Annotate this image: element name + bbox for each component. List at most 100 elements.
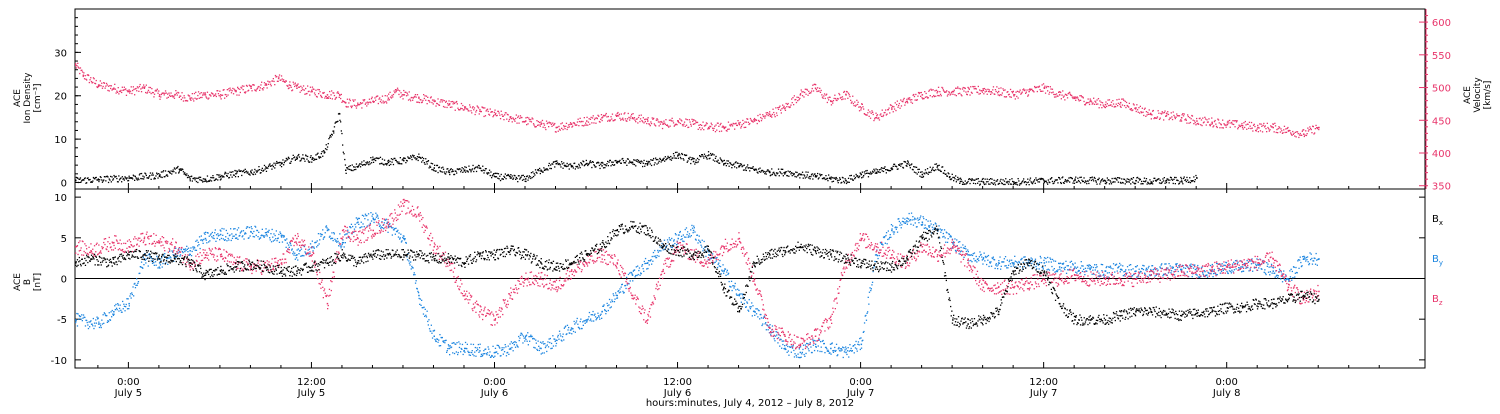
velocity-series-point	[103, 86, 104, 87]
velocity-series-point	[470, 110, 471, 111]
velocity-series-point	[402, 98, 403, 99]
density-series-point	[440, 171, 441, 172]
density-series-point	[734, 166, 735, 167]
density-series-point	[917, 173, 918, 174]
velocity-series-point	[617, 115, 619, 117]
density-series-point	[694, 163, 695, 164]
density-series-point	[219, 174, 220, 175]
velocity-series-point	[659, 125, 660, 126]
velocity-series-point	[86, 79, 87, 80]
by-series-point	[226, 240, 227, 241]
velocity-series-point	[568, 124, 569, 125]
by-series-point	[399, 238, 400, 239]
by-series-point	[447, 348, 448, 349]
density-series-point	[963, 182, 964, 183]
velocity-series-point	[1134, 104, 1135, 105]
density-series-point	[426, 161, 427, 162]
density-series-point	[413, 155, 414, 156]
velocity-series-point	[765, 115, 766, 116]
density-series-point	[216, 174, 217, 175]
velocity-series-point	[194, 98, 195, 99]
density-series-point	[536, 173, 537, 174]
by-series-point	[589, 320, 590, 321]
by-series-point	[821, 351, 822, 352]
by-series-point	[466, 348, 467, 349]
by-series-point	[101, 320, 102, 321]
velocity-series-point	[131, 93, 132, 94]
velocity-series-point	[494, 110, 495, 111]
by-series-point	[810, 342, 811, 343]
velocity-series-point	[812, 88, 813, 89]
velocity-series-point	[1000, 94, 1001, 95]
density-series-point	[1180, 181, 1181, 182]
density-series-point	[981, 181, 982, 182]
by-series-point	[499, 347, 500, 348]
density-series-point	[765, 171, 766, 172]
velocity-series-point	[899, 108, 900, 109]
velocity-series-point	[1261, 126, 1262, 127]
by-series-point	[607, 305, 608, 306]
velocity-series-point	[1109, 99, 1110, 100]
by-series-point	[108, 321, 109, 322]
velocity-series-point	[577, 121, 578, 122]
by-series-point	[378, 218, 379, 219]
velocity-series-point	[540, 124, 542, 126]
density-series-point	[1138, 182, 1139, 183]
density-series-point	[739, 165, 741, 167]
by-series-point	[581, 328, 582, 329]
velocity-series-point	[1002, 88, 1003, 89]
density-series-point	[918, 172, 919, 173]
density-series-point	[1077, 178, 1078, 179]
velocity-series-point	[1289, 130, 1290, 131]
by-series-point	[244, 233, 245, 234]
velocity-series-point	[744, 121, 745, 122]
density-series-point	[929, 172, 930, 173]
density-series-point	[92, 180, 93, 181]
velocity-series-point	[439, 105, 440, 106]
by-series-point	[576, 320, 577, 321]
by-series-point	[121, 312, 122, 313]
velocity-series-point	[274, 84, 275, 85]
velocity-series-point	[1162, 112, 1163, 113]
velocity-series-point	[707, 123, 708, 124]
density-series-point	[152, 173, 153, 174]
by-series-point	[319, 243, 320, 244]
velocity-series-point	[1095, 102, 1096, 103]
by-series-point	[645, 258, 646, 259]
velocity-series-point	[239, 89, 240, 90]
density-series-point	[122, 176, 123, 177]
velocity-series-point	[335, 99, 336, 100]
density-series-point	[532, 171, 533, 172]
by-series-point	[428, 319, 429, 320]
by-series-point	[736, 295, 737, 296]
density-series-point	[714, 161, 715, 162]
by-series-point	[375, 219, 376, 220]
by-series-point	[565, 326, 566, 327]
velocity-series-point	[698, 125, 699, 126]
density-series-point	[831, 177, 832, 178]
velocity-series-point	[1183, 115, 1184, 116]
by-series-point	[112, 310, 113, 311]
velocity-series-point	[80, 67, 81, 68]
density-series-point	[913, 166, 914, 167]
by-series-point	[392, 227, 393, 228]
density-series-point	[1189, 177, 1190, 178]
velocity-series-point	[648, 117, 649, 118]
density-series-point	[817, 173, 818, 174]
by-series-point	[151, 258, 152, 259]
velocity-series-point	[149, 92, 150, 93]
velocity-series-point	[628, 113, 629, 114]
by-series-point	[273, 240, 274, 241]
density-series-point	[759, 171, 760, 172]
by-series-point	[190, 247, 191, 248]
density-series-point	[157, 174, 158, 175]
density-series-point	[626, 160, 627, 161]
velocity-series-point	[1302, 131, 1303, 132]
velocity-series-point	[862, 106, 863, 107]
by-series-point	[765, 322, 766, 323]
velocity-series-point	[728, 122, 729, 123]
by-series-point	[505, 346, 506, 347]
density-series-point	[231, 172, 232, 173]
by-series-point	[420, 298, 421, 299]
velocity-series-point	[1062, 90, 1063, 91]
